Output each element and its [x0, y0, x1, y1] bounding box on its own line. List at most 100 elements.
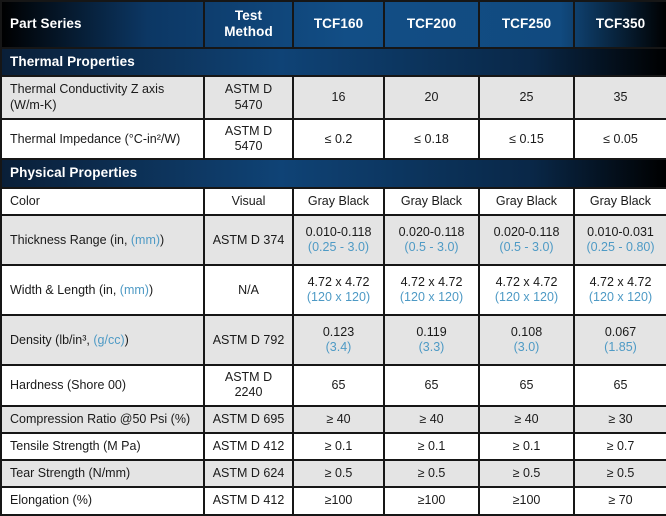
property-label: Thermal Conductivity Z axis (W/m-K) — [0, 75, 205, 120]
table-row: Density (lb/in³, (g/cc)) ASTM D 792 0.123(… — [0, 314, 666, 367]
value-main: ≥ 0.1 — [324, 438, 353, 453]
value-main: ≤ 0.05 — [603, 131, 638, 146]
property-label-metric-unit: (g/cc) — [93, 332, 125, 347]
value-tcf350: ≥ 70 — [573, 486, 666, 516]
value-main: Gray Black — [307, 193, 370, 208]
table-row: Elongation (%) ASTM D 412 ≥100 ≥100 ≥100 ≥ 70 — [0, 486, 666, 516]
value-main: ≥ 0.1 — [512, 438, 541, 453]
value-tcf160: ≥ 40 — [292, 404, 385, 434]
property-label-text: Color — [10, 193, 40, 208]
value-main: Gray Black — [495, 193, 558, 208]
value-main: 0.108 — [510, 324, 543, 339]
col-header-product-tcf350: TCF350 — [573, 0, 666, 49]
value-tcf200: 20 — [383, 75, 480, 120]
test-method: ASTM D 5470 — [203, 117, 294, 161]
value-metric: (120 x 120) — [588, 290, 653, 305]
value-main: ≥100 — [324, 493, 353, 508]
property-label-text: Tear Strength (N/mm) — [10, 466, 131, 481]
value-main: ≥ 0.5 — [417, 466, 446, 481]
col-header-part-series: Part Series — [0, 0, 205, 49]
col-header-test-method: Test Method — [203, 0, 294, 49]
value-tcf200: ≥ 0.1 — [383, 431, 480, 462]
value-tcf200: ≤ 0.18 — [383, 117, 480, 161]
property-label-metric-unit: (mm) — [130, 232, 161, 247]
value-tcf160: Gray Black — [292, 186, 385, 217]
property-label: Tensile Strength (M Pa) — [0, 431, 205, 462]
value-tcf160: 0.123 (3.4) — [292, 314, 385, 367]
value-tcf160: ≤ 0.2 — [292, 117, 385, 161]
test-method: N/A — [203, 264, 294, 317]
value-main: 0.010-0.031 — [587, 224, 654, 239]
value-main: 0.123 — [322, 324, 355, 339]
value-metric: (3.3) — [418, 340, 445, 355]
value-main: 0.020-0.118 — [398, 224, 465, 239]
value-tcf160: ≥ 0.5 — [292, 459, 385, 489]
value-tcf350: 0.010-0.031 (0.25 - 0.80) — [573, 214, 666, 267]
value-metric: (120 x 120) — [306, 290, 371, 305]
spec-table-head: Part Series Test Method TCF160 TCF200 TC… — [0, 0, 666, 49]
col-header-product-tcf160: TCF160 — [292, 0, 385, 49]
value-main: 20 — [424, 90, 439, 105]
value-main: 0.010-0.118 — [305, 224, 372, 239]
value-tcf160: ≥100 — [292, 486, 385, 516]
property-label-text: ) — [160, 232, 165, 247]
value-main: ≥ 40 — [326, 411, 351, 426]
value-tcf350: 0.067 (1.85) — [573, 314, 666, 367]
property-label: Color — [0, 186, 205, 217]
value-metric: (120 x 120) — [399, 290, 464, 305]
value-metric: (0.5 - 3.0) — [499, 240, 554, 255]
value-tcf250: ≥ 40 — [478, 404, 575, 434]
section-row-physical-properties: Physical Properties — [0, 158, 666, 189]
value-main: 65 — [424, 377, 439, 392]
value-main: 25 — [519, 90, 534, 105]
value-main: ≥ 0.5 — [324, 466, 353, 481]
value-tcf250: 0.108 (3.0) — [478, 314, 575, 367]
value-metric: (0.5 - 3.0) — [404, 240, 459, 255]
property-label: Thickness Range (in, (mm)) — [0, 214, 205, 267]
value-main: 65 — [331, 377, 346, 392]
property-label-text: Elongation (%) — [10, 493, 92, 508]
value-main: ≥100 — [417, 493, 446, 508]
value-tcf350: 4.72 x 4.72 (120 x 120) — [573, 264, 666, 317]
value-main: 35 — [613, 90, 628, 105]
property-label-text: Hardness (Shore 00) — [10, 377, 127, 392]
property-label: Elongation (%) — [0, 486, 205, 516]
value-main: ≤ 0.18 — [414, 131, 449, 146]
value-tcf160: 4.72 x 4.72 (120 x 120) — [292, 264, 385, 317]
value-tcf200: 0.020-0.118 (0.5 - 3.0) — [383, 214, 480, 267]
value-main: ≥ 0.7 — [606, 438, 635, 453]
value-main: 0.067 — [604, 324, 637, 339]
property-label: Hardness (Shore 00) — [0, 364, 205, 407]
value-tcf350: ≥ 30 — [573, 404, 666, 434]
value-tcf200: Gray Black — [383, 186, 480, 217]
value-main: Gray Black — [589, 193, 652, 208]
value-metric: (3.4) — [325, 340, 352, 355]
value-main: ≤ 0.15 — [509, 131, 544, 146]
table-row: Hardness (Shore 00) ASTM D 2240 65 65 65 65 — [0, 364, 666, 407]
table-row: Thickness Range (in, (mm)) ASTM D 374 0.01… — [0, 214, 666, 267]
table-row: Tear Strength (N/mm) ASTM D 624 ≥ 0.5 ≥ 0.5… — [0, 459, 666, 489]
test-method: ASTM D 624 — [203, 459, 294, 489]
value-main: 16 — [331, 90, 346, 105]
table-row: Tensile Strength (M Pa) ASTM D 412 ≥ 0.1 ≥ … — [0, 431, 666, 462]
value-tcf350: 65 — [573, 364, 666, 407]
property-label-metric-unit: (mm) — [119, 282, 149, 297]
property-label: Tear Strength (N/mm) — [0, 459, 205, 489]
property-label-text: ) — [148, 282, 154, 297]
section-title: Thermal Properties — [0, 46, 666, 78]
value-tcf350: Gray Black — [573, 186, 666, 217]
col-header-product-tcf250: TCF250 — [478, 0, 575, 49]
value-tcf250: 25 — [478, 75, 575, 120]
value-metric: (3.0) — [513, 340, 540, 355]
property-label-text: Compression Ratio @50 Psi (%) — [10, 411, 191, 426]
property-label: Compression Ratio @50 Psi (%) — [0, 404, 205, 434]
value-tcf250: 0.020-0.118 (0.5 - 3.0) — [478, 214, 575, 267]
property-label-text: Tensile Strength (M Pa) — [10, 438, 141, 453]
value-main: ≥ 70 — [608, 493, 633, 508]
value-tcf160: 0.010-0.118 (0.25 - 3.0) — [292, 214, 385, 267]
value-tcf250: ≥100 — [478, 486, 575, 516]
value-tcf250: ≥ 0.5 — [478, 459, 575, 489]
value-tcf200: 65 — [383, 364, 480, 407]
value-main: ≥ 0.1 — [417, 438, 446, 453]
